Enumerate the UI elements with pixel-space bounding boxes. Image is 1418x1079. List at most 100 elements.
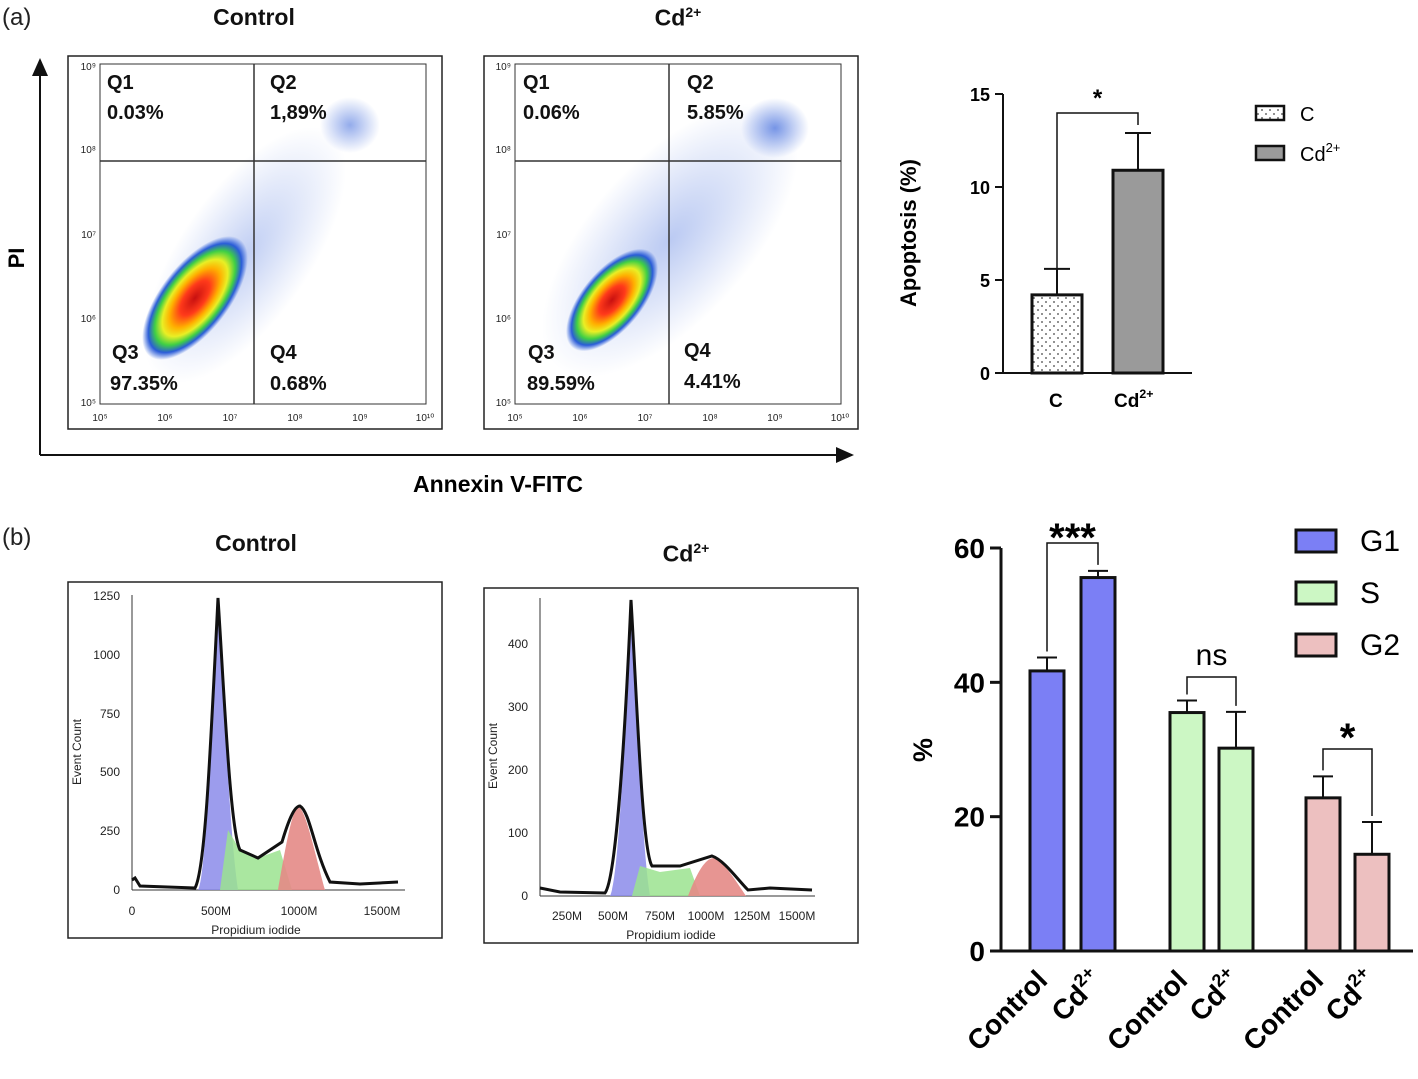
- y-tick-label: 40: [954, 667, 985, 698]
- q1-name: Q1: [107, 72, 134, 94]
- histogram-cd: 0 100 200 300 400 250M 500M 750M 1000M 1…: [483, 587, 859, 944]
- x-tick-label: 10⁹: [352, 413, 367, 424]
- flow-plot-area: [99, 63, 427, 405]
- hist-x-label: Propidium iodide: [626, 928, 716, 942]
- y-tick-label: 1250: [93, 589, 120, 603]
- significance-marker: *: [1093, 85, 1103, 112]
- bar-g2-control: [1304, 796, 1342, 953]
- x-tick-label: 10⁶: [572, 413, 587, 424]
- legend-swatch: [1254, 104, 1286, 122]
- x-tick-label: 10⁵: [507, 413, 522, 424]
- y-tick-label: 200: [508, 763, 528, 777]
- hist-y-label: Event Count: [486, 722, 500, 789]
- q3-name: Q3: [528, 342, 555, 364]
- x-tick-label: Cd2+: [1114, 387, 1153, 412]
- q4-value: 4.41%: [684, 371, 741, 393]
- s-phase-fill: [220, 830, 292, 890]
- x-tick-label: 250M: [552, 909, 582, 923]
- scatter-cloud-q2: [741, 98, 809, 158]
- y-tick-label: 10⁷: [81, 230, 96, 241]
- flow-axes: PI Annexin V-FITC: [4, 58, 854, 497]
- legend-label: G2: [1360, 629, 1400, 662]
- panel-b-label: (b): [2, 524, 32, 551]
- scatter-density-blob: [142, 236, 248, 360]
- bar-s-control: [1168, 711, 1206, 953]
- s-phase-fill: [632, 866, 700, 896]
- x-tick-label: 0: [129, 904, 136, 918]
- q2-value: 1,89%: [270, 102, 327, 124]
- histogram-trace: [539, 599, 813, 895]
- flow-scatter: [142, 97, 380, 384]
- y-tick-label: 0: [521, 889, 528, 903]
- x-tick-label: 10⁸: [702, 413, 717, 424]
- x-tick-label: 1000M: [281, 904, 318, 918]
- x-tick-label: Cd2+: [1181, 962, 1246, 1027]
- q4-name: Q4: [684, 340, 712, 362]
- legend-label: S: [1360, 577, 1380, 610]
- y-tick-label: 250: [100, 824, 120, 838]
- x-tick-label: 10⁷: [638, 413, 653, 424]
- panel-a-label: (a): [2, 4, 32, 31]
- q1-value: 0.06%: [523, 102, 580, 124]
- x-tick-label: 500M: [598, 909, 628, 923]
- legend-label: C: [1300, 104, 1314, 126]
- q1-name: Q1: [523, 72, 550, 94]
- y-tick-label: 1000: [93, 648, 120, 662]
- significance-bracket: [1322, 748, 1373, 817]
- bar-g2-cd: [1353, 852, 1391, 953]
- histogram-trace: [131, 597, 399, 890]
- y-tick-label: 10⁸: [496, 145, 511, 156]
- significance-marker: *: [1340, 716, 1356, 760]
- y-tick-label: 400: [508, 637, 528, 651]
- y-tick-label: 0: [980, 364, 990, 384]
- flow-x-label: Annexin V-FITC: [413, 471, 583, 497]
- flow-control-title: Control: [213, 4, 295, 30]
- y-tick-label: 0: [113, 883, 120, 897]
- y-tick-label: 10⁶: [496, 314, 511, 325]
- y-tick-label: 60: [954, 533, 985, 564]
- y-axis-label: %: [908, 738, 938, 762]
- hist-cd-title: Cd2+: [662, 540, 710, 567]
- x-tick-label: C: [1049, 391, 1063, 412]
- y-tick-label: 10⁹: [496, 62, 511, 73]
- x-tick-label: 750M: [645, 909, 675, 923]
- apoptosis-bar-chart: Apoptosis (%) 0 5 10 15 C Cd2+ * C Cd2+: [896, 85, 1340, 412]
- y-tick-label: 0: [969, 936, 985, 967]
- y-tick-label: 300: [508, 700, 528, 714]
- bar-cd: [1111, 168, 1165, 375]
- histogram-control: 0 250 500 750 1000 1250 0 500M 1000M 150…: [67, 581, 443, 939]
- significance-bracket: [1046, 542, 1099, 652]
- x-tick-label: Cd2+: [1043, 962, 1108, 1027]
- y-tick-label: 10⁵: [81, 398, 96, 409]
- x-tick-label: 1250M: [734, 909, 771, 923]
- x-tick-label: 10⁵: [92, 413, 107, 424]
- x-tick-label: 10⁸: [287, 413, 302, 424]
- q1-value: 0.03%: [107, 102, 164, 124]
- x-tick-label: 10⁷: [223, 413, 238, 424]
- y-tick-label: 10⁶: [81, 314, 96, 325]
- hist-control-title: Control: [215, 530, 297, 556]
- y-tick-label: 15: [970, 85, 990, 105]
- x-tick-label: 500M: [201, 904, 231, 918]
- legend-swatch: [1294, 528, 1338, 554]
- q3-value: 97.35%: [110, 373, 178, 395]
- q2-name: Q2: [687, 72, 714, 94]
- bar-s-cd: [1217, 746, 1255, 953]
- g1-peak-fill: [198, 598, 238, 890]
- flow-scatter: [541, 98, 809, 378]
- hist-x-label: Propidium iodide: [211, 923, 301, 937]
- q4-value: 0.68%: [270, 373, 327, 395]
- y-tick-label: 100: [508, 826, 528, 840]
- significance-bracket: [1186, 676, 1237, 706]
- bar-c: [1030, 293, 1084, 375]
- q3-value: 89.59%: [527, 373, 595, 395]
- significance-marker: ns: [1196, 639, 1228, 672]
- significance-marker: ***: [1049, 516, 1096, 560]
- scatter-density-blob: [565, 248, 659, 352]
- q2-name: Q2: [270, 72, 297, 94]
- y-tick-label: 10⁵: [496, 398, 511, 409]
- x-tick-label: Control: [1237, 964, 1329, 1056]
- y-tick-label: 500: [100, 765, 120, 779]
- flow-y-label: PI: [4, 248, 29, 269]
